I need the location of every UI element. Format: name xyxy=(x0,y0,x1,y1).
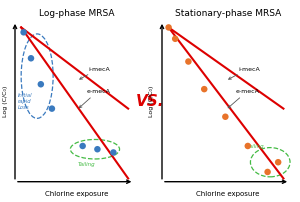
Point xyxy=(223,116,228,119)
Text: Chlorine exposure: Chlorine exposure xyxy=(196,190,260,196)
Text: e-mecA: e-mecA xyxy=(228,89,260,108)
Point xyxy=(276,161,280,164)
Text: i-mecA: i-mecA xyxy=(229,66,260,80)
Point xyxy=(95,148,100,151)
Text: Chlorine exposure: Chlorine exposure xyxy=(45,190,108,196)
Point xyxy=(50,107,54,111)
Point xyxy=(245,145,250,148)
Point xyxy=(173,38,178,41)
Point xyxy=(166,27,171,30)
Text: Tailing: Tailing xyxy=(78,162,95,166)
Text: Log (C/C₀): Log (C/C₀) xyxy=(3,85,8,117)
Title: Log-phase MRSA: Log-phase MRSA xyxy=(39,9,114,18)
Text: Initial
rapid
Loss: Initial rapid Loss xyxy=(17,93,32,109)
Point xyxy=(80,145,85,148)
Point xyxy=(202,88,207,91)
Text: e-mecA: e-mecA xyxy=(79,89,110,108)
Point xyxy=(28,57,33,61)
Point xyxy=(186,61,191,64)
Point xyxy=(111,151,116,154)
Text: Tailing: Tailing xyxy=(247,144,264,149)
Point xyxy=(38,83,43,86)
Text: i-mecA: i-mecA xyxy=(80,66,110,80)
Point xyxy=(21,32,26,35)
Title: Stationary-phase MRSA: Stationary-phase MRSA xyxy=(175,9,281,18)
Text: VS.: VS. xyxy=(136,94,164,108)
Point xyxy=(265,170,270,174)
Text: Log (C/C₀): Log (C/C₀) xyxy=(149,85,154,117)
